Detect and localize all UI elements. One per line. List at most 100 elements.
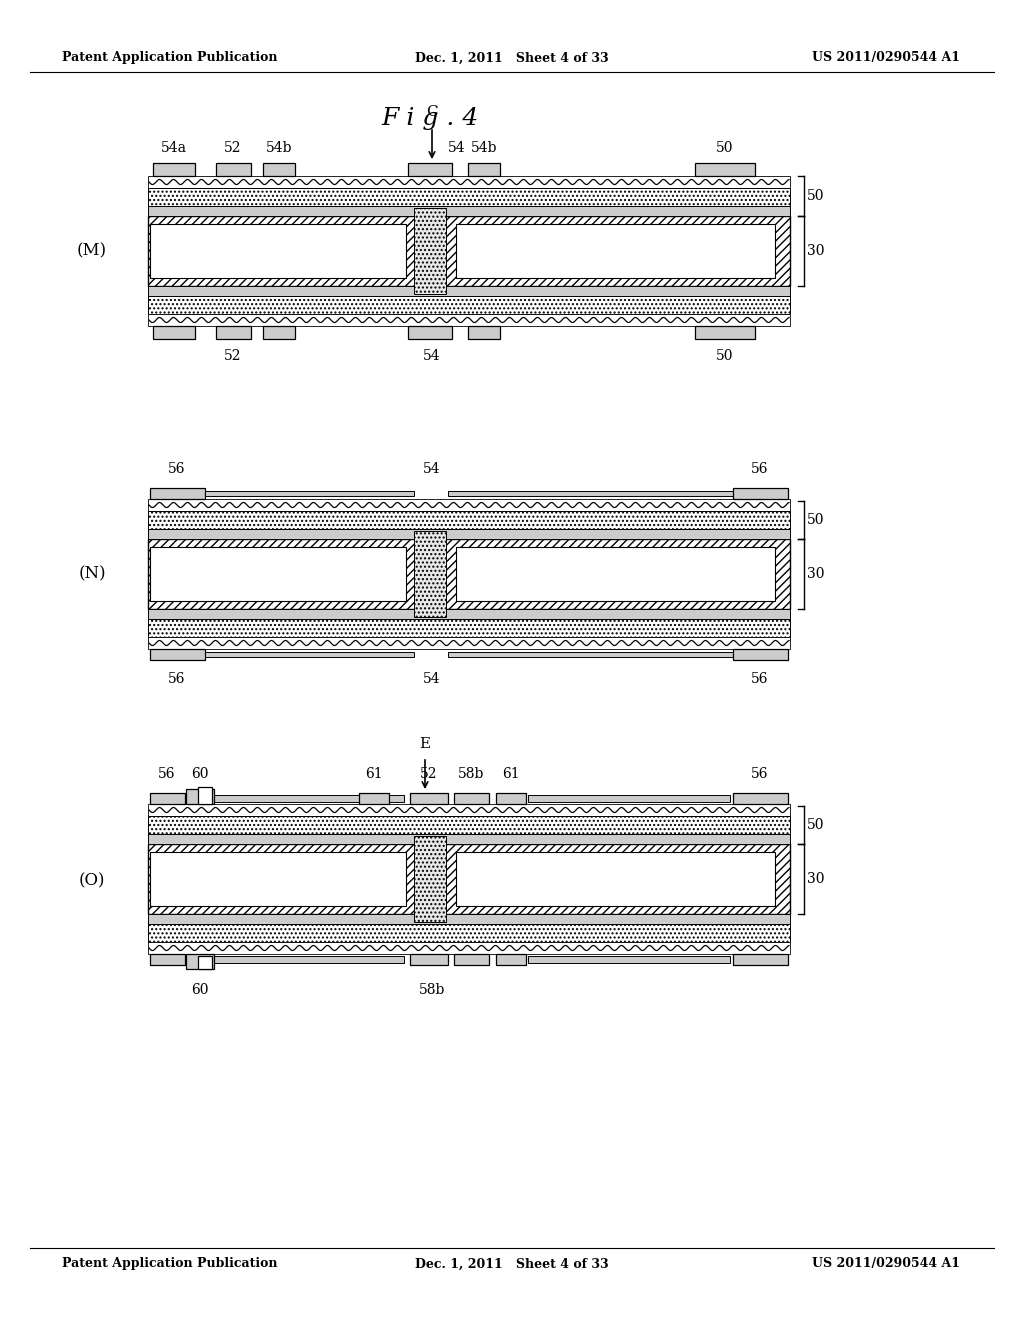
Text: 30: 30 bbox=[807, 244, 824, 257]
Bar bbox=[148, 286, 790, 296]
Text: (M): (M) bbox=[77, 243, 108, 260]
Bar bbox=[150, 546, 406, 601]
Text: 30: 30 bbox=[807, 873, 824, 886]
Bar bbox=[359, 793, 389, 804]
Bar bbox=[148, 206, 790, 216]
Text: 56: 56 bbox=[168, 672, 185, 686]
Bar bbox=[410, 793, 449, 804]
Text: US 2011/0290544 A1: US 2011/0290544 A1 bbox=[812, 51, 961, 65]
Bar bbox=[454, 793, 489, 804]
Bar bbox=[148, 913, 790, 924]
Bar bbox=[148, 529, 790, 539]
Text: 50: 50 bbox=[716, 348, 734, 363]
Bar bbox=[153, 326, 195, 339]
Bar bbox=[414, 531, 446, 616]
Bar bbox=[148, 942, 790, 954]
Text: Patent Application Publication: Patent Application Publication bbox=[62, 51, 278, 65]
Text: 58b: 58b bbox=[419, 983, 445, 997]
Bar bbox=[150, 649, 205, 660]
Bar bbox=[496, 793, 526, 804]
Text: 61: 61 bbox=[366, 767, 383, 781]
Text: 61: 61 bbox=[502, 767, 520, 781]
Text: 56: 56 bbox=[752, 672, 769, 686]
Text: 52: 52 bbox=[224, 348, 242, 363]
Bar bbox=[414, 209, 446, 294]
Text: (O): (O) bbox=[79, 873, 105, 890]
Bar bbox=[408, 162, 452, 176]
Text: 54: 54 bbox=[423, 462, 440, 477]
Bar bbox=[733, 488, 788, 499]
Bar bbox=[449, 652, 750, 657]
Text: 54: 54 bbox=[449, 141, 466, 154]
Bar bbox=[468, 326, 500, 339]
Bar bbox=[198, 956, 212, 969]
Bar bbox=[414, 836, 446, 921]
Bar bbox=[150, 851, 406, 906]
Bar bbox=[186, 789, 214, 804]
Bar bbox=[456, 546, 775, 601]
Bar bbox=[456, 851, 775, 906]
Bar bbox=[148, 314, 790, 326]
Text: 50: 50 bbox=[807, 818, 824, 832]
Text: 54a: 54a bbox=[161, 141, 187, 154]
Text: 52: 52 bbox=[420, 767, 437, 781]
Bar bbox=[150, 954, 185, 965]
Bar bbox=[408, 326, 452, 339]
Bar bbox=[148, 804, 790, 816]
Bar bbox=[733, 954, 788, 965]
Text: C: C bbox=[426, 106, 438, 119]
Text: 54b: 54b bbox=[471, 141, 498, 154]
Bar bbox=[148, 511, 790, 529]
Text: 60: 60 bbox=[191, 767, 209, 781]
Text: 50: 50 bbox=[716, 141, 734, 154]
Text: Patent Application Publication: Patent Application Publication bbox=[62, 1258, 278, 1270]
Bar bbox=[186, 954, 214, 969]
Bar bbox=[214, 795, 404, 803]
Text: 56: 56 bbox=[168, 462, 185, 477]
Text: E: E bbox=[420, 737, 430, 751]
Bar bbox=[148, 609, 790, 619]
Text: Dec. 1, 2011   Sheet 4 of 33: Dec. 1, 2011 Sheet 4 of 33 bbox=[415, 51, 609, 65]
Bar bbox=[198, 787, 212, 804]
Bar bbox=[148, 816, 790, 834]
Bar bbox=[205, 491, 414, 496]
Bar bbox=[150, 793, 185, 804]
Text: 58b: 58b bbox=[458, 767, 484, 781]
Bar bbox=[410, 954, 449, 965]
Bar bbox=[148, 296, 790, 314]
Text: 54: 54 bbox=[423, 348, 440, 363]
Bar bbox=[148, 176, 790, 187]
Bar bbox=[148, 638, 790, 649]
Bar bbox=[528, 795, 730, 803]
Bar bbox=[148, 834, 790, 843]
Text: 54: 54 bbox=[423, 672, 440, 686]
Text: 56: 56 bbox=[752, 767, 769, 781]
Bar bbox=[148, 216, 790, 286]
Bar bbox=[733, 793, 788, 804]
Bar bbox=[150, 224, 406, 279]
Text: 30: 30 bbox=[807, 568, 824, 581]
Text: 60: 60 bbox=[191, 983, 209, 997]
Text: 54b: 54b bbox=[266, 141, 292, 154]
Bar bbox=[528, 956, 730, 964]
Text: 56: 56 bbox=[752, 462, 769, 477]
Text: Dec. 1, 2011   Sheet 4 of 33: Dec. 1, 2011 Sheet 4 of 33 bbox=[415, 1258, 609, 1270]
Bar bbox=[695, 162, 755, 176]
Text: 56: 56 bbox=[159, 767, 176, 781]
Bar bbox=[449, 491, 750, 496]
Bar bbox=[153, 162, 195, 176]
Text: US 2011/0290544 A1: US 2011/0290544 A1 bbox=[812, 1258, 961, 1270]
Bar bbox=[205, 652, 414, 657]
Bar bbox=[148, 187, 790, 206]
Bar bbox=[214, 956, 404, 964]
Bar bbox=[733, 649, 788, 660]
Bar bbox=[695, 326, 755, 339]
Bar bbox=[468, 162, 500, 176]
Bar bbox=[148, 539, 790, 609]
Text: 50: 50 bbox=[807, 513, 824, 527]
Bar bbox=[456, 224, 775, 279]
Text: 52: 52 bbox=[224, 141, 242, 154]
Bar bbox=[148, 843, 790, 913]
Bar bbox=[148, 619, 790, 638]
Bar bbox=[454, 954, 489, 965]
